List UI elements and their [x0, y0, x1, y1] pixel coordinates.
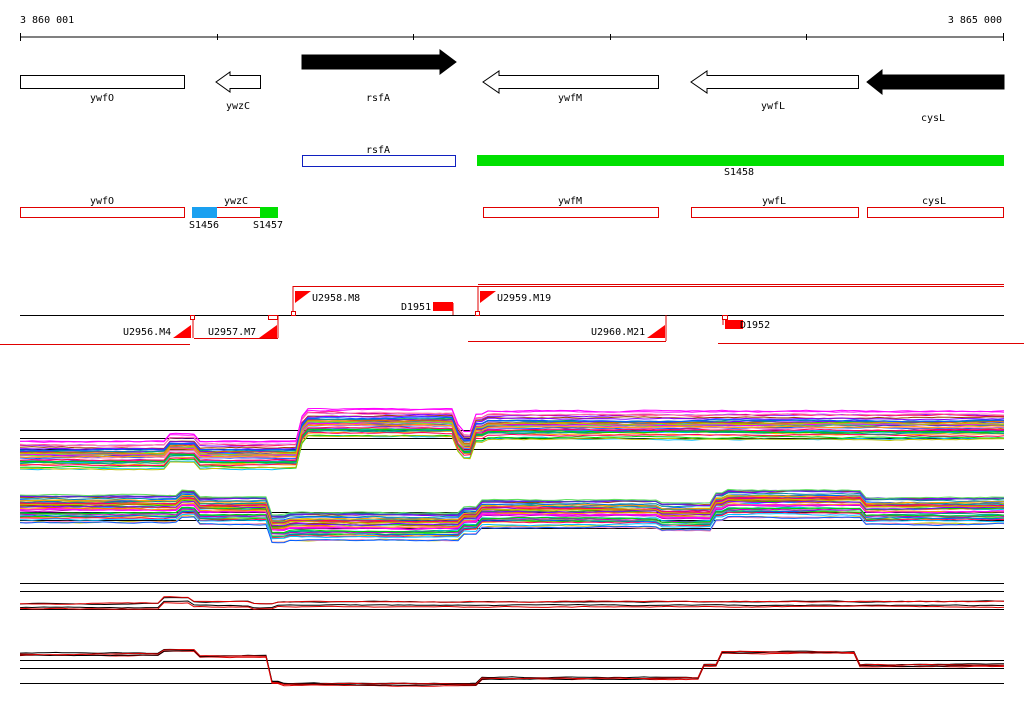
- marker-label-U2957: U2957.M7: [208, 327, 256, 338]
- gene-ywfM[interactable]: ywfM: [482, 70, 659, 104]
- marker-U2956[interactable]: U2956.M4: [123, 315, 195, 339]
- feature-S1456[interactable]: [192, 207, 217, 218]
- feature-label-rsfA: rsfA: [366, 145, 390, 156]
- gene-ywfL[interactable]: ywfL: [690, 70, 859, 112]
- feature-label-S1456: S1456: [189, 220, 219, 231]
- marker-label-U2958: U2958.M8: [312, 293, 360, 304]
- feature-label-S1457: S1457: [253, 220, 283, 231]
- marker-label-D1952: D1952: [740, 320, 770, 331]
- gene-label-ywfM: ywfM: [558, 93, 582, 104]
- feature-ywzC-box[interactable]: ywzC S1456 S1457: [189, 196, 283, 231]
- gene-label-ywfO: ywfO: [90, 93, 114, 104]
- gene-rsfA[interactable]: rsfA: [301, 49, 457, 104]
- feature-track-2: ywfO ywzC S1456 S1457 ywfM ywfL cysL: [20, 196, 1004, 231]
- feature-ywfM-box[interactable]: ywfM: [483, 196, 659, 218]
- marker-D1952[interactable]: D1952: [722, 315, 771, 332]
- expression-profile-lower-strand: [19, 488, 1005, 544]
- marker-label-D1951: D1951: [401, 302, 431, 313]
- feature-label-S1458: S1458: [724, 167, 754, 178]
- expression-profile-upper-strand: [19, 407, 1005, 471]
- marker-label-U2959: U2959.M19: [497, 293, 551, 304]
- ruler-start-label: 3 860 001: [20, 15, 74, 26]
- feature-ywfO-box[interactable]: ywfO: [20, 196, 185, 218]
- gene-label-ywfL: ywfL: [761, 101, 785, 112]
- feature-ywfL-box[interactable]: ywfL: [691, 196, 859, 218]
- gene-ywfO[interactable]: ywfO: [20, 75, 185, 105]
- feature-label-ywfO: ywfO: [90, 196, 114, 207]
- marker-U2957[interactable]: U2957.M7: [208, 315, 278, 339]
- average-profile-lower-strand: [19, 648, 1005, 687]
- feature-cysL-box[interactable]: cysL: [867, 196, 1004, 218]
- feature-S1457[interactable]: [260, 207, 278, 218]
- marker-track: U2958.M8 D1951 U2959.M19 U2956.M4 U2957.…: [0, 284, 1024, 345]
- marker-label-U2960: U2960.M21: [591, 327, 645, 338]
- gene-label-rsfA: rsfA: [366, 93, 390, 104]
- marker-D1951[interactable]: D1951: [401, 302, 453, 313]
- gene-label-ywzC: ywzC: [226, 101, 250, 112]
- ruler-end-label: 3 865 000: [948, 15, 1002, 26]
- coordinate-ruler: 3 860 001 3 865 000: [20, 15, 1004, 41]
- marker-U2958[interactable]: U2958.M8: [291, 291, 361, 316]
- feature-label-cysL: cysL: [922, 196, 946, 207]
- feature-track-1: rsfA S1458: [302, 145, 1004, 178]
- marker-U2960[interactable]: U2960.M21: [591, 325, 665, 338]
- feature-label-ywzC: ywzC: [224, 196, 248, 207]
- marker-U2959[interactable]: U2959.M19: [475, 291, 552, 316]
- feature-S1458[interactable]: S1458: [477, 155, 1004, 178]
- feature-label-ywfL: ywfL: [762, 196, 786, 207]
- feature-label-ywfM: ywfM: [558, 196, 582, 207]
- gene-ywzC[interactable]: ywzC: [215, 71, 261, 112]
- gene-track: ywfO ywzC rsfA ywfM ywfL cysL: [20, 49, 1005, 124]
- feature-rsfA[interactable]: rsfA: [302, 145, 456, 167]
- average-profile-upper-strand: [19, 583, 1005, 610]
- gene-label-cysL: cysL: [921, 113, 945, 124]
- marker-label-U2956: U2956.M4: [123, 327, 171, 338]
- gene-cysL[interactable]: cysL: [866, 68, 1005, 124]
